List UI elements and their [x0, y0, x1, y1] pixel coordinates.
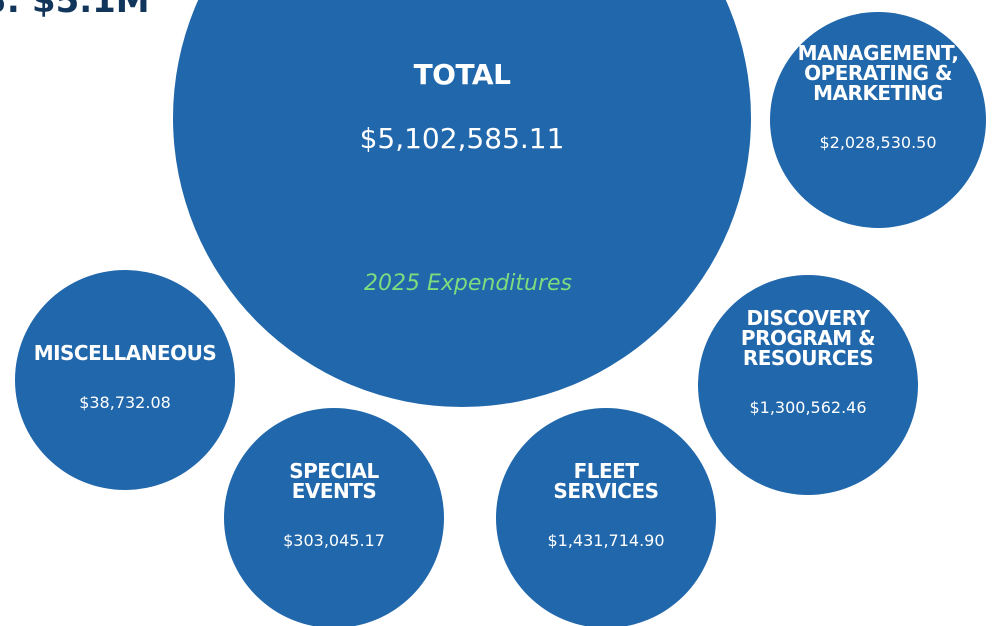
category-label: MARKETING — [813, 81, 943, 105]
category-amount: $1,431,714.90 — [547, 531, 664, 550]
category-label: SPECIAL — [289, 459, 379, 483]
category-bubble — [15, 270, 235, 490]
category-amount: $2,028,530.50 — [819, 133, 936, 152]
category-bubbles: MANAGEMENT,OPERATING &MARKETING $2,028,53… — [15, 12, 986, 626]
category-bubble — [496, 408, 716, 626]
category-bubble — [698, 275, 918, 495]
category-amount: $303,045.17 — [283, 531, 385, 550]
category-amount: $38,732.08 — [79, 393, 171, 412]
total-label: TOTAL — [414, 58, 511, 91]
category-label: OPERATING & — [804, 61, 952, 85]
category-label: RESOURCES — [743, 346, 873, 370]
category-label: DISCOVERY — [746, 306, 870, 330]
category-label: MISCELLANEOUS — [34, 341, 217, 365]
category-label: MANAGEMENT, — [798, 41, 959, 65]
category-label: EVENTS — [292, 479, 377, 503]
category-label: FLEET — [574, 459, 640, 483]
category-amount: $1,300,562.46 — [749, 398, 866, 417]
category-label: PROGRAM & — [741, 326, 875, 350]
total-amount: $5,102,585.11 — [360, 122, 565, 155]
total-caption: 2025 Expenditures — [364, 271, 572, 296]
category-bubble — [224, 408, 444, 626]
category-label: SERVICES — [553, 479, 658, 503]
category-bubble — [770, 12, 986, 228]
total-bubble — [173, 0, 751, 407]
header-title: S: $5.1M — [0, 0, 150, 21]
